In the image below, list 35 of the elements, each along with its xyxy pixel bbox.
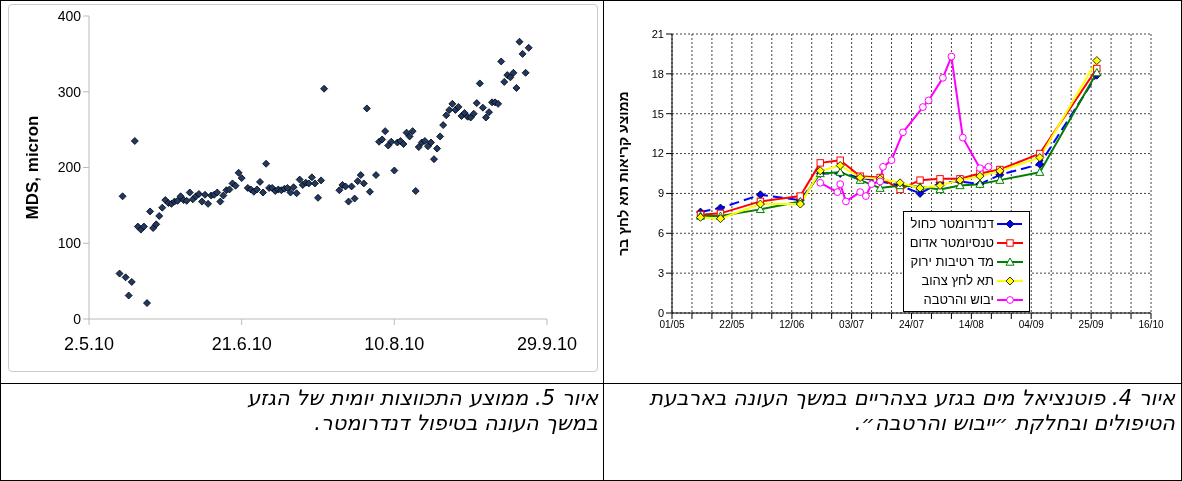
x-tick-label: 10.8.10	[364, 333, 425, 354]
legend-label: תא לחץ צהוב	[921, 273, 994, 288]
y-tick-label: 300	[57, 83, 82, 100]
x-tick-label: 2.5.10	[63, 333, 115, 354]
x-tick-label: 03/07	[839, 319, 865, 331]
x-tick-label: 14/08	[958, 319, 985, 331]
x-tick-label: 01/05	[659, 319, 685, 331]
x-tick-label: 24/07	[898, 319, 925, 331]
legend-label: יבוש והרטבה	[923, 292, 994, 307]
y-axis-title: ממוצע קריאות תא לחץ בר	[615, 91, 631, 256]
x-tick-label: 29.9.10	[516, 333, 578, 354]
y-tick-label: 9	[657, 187, 664, 200]
y-tick-label: 6	[657, 227, 664, 240]
y-tick-label: 200	[57, 159, 82, 176]
text: איור 4. פוטנציאל מים בגזע בצהריים במשך העונה בארבעת הטיפולים ובחלקת ״ייבוש והרטבה״.	[648, 386, 1175, 436]
x-tick-label: 22/05	[719, 319, 745, 331]
x-tick-label: 21.6.10	[211, 333, 272, 354]
legend-label: טנסיומטר אדום	[909, 235, 994, 250]
y-tick-label: 100	[57, 235, 82, 252]
x-tick-label: 25/09	[1078, 319, 1105, 331]
y-tick-label: 400	[57, 7, 82, 24]
text: איור 5. ממוצע התכווצות יומית של הגזע במשך העונה בטיפול דנדרומטר.	[245, 386, 598, 436]
y-tick-label: 0	[657, 306, 664, 319]
y-tick-label: 18	[651, 67, 664, 80]
y-tick-label: 3	[657, 267, 664, 280]
y-axis-title: MDS, micron	[23, 115, 42, 220]
y-tick-label: 21	[651, 27, 664, 40]
legend-label: דנדרומטר כחול	[910, 216, 994, 231]
x-tick-label: 12/06	[779, 319, 805, 331]
y-tick-label: 15	[651, 107, 664, 120]
legend-label: מד רטיבות ירוק	[910, 254, 994, 269]
x-tick-label: 04/09	[1018, 319, 1045, 331]
y-tick-label: 0	[73, 310, 82, 327]
y-tick-label: 12	[651, 147, 664, 160]
x-tick-label: 16/10	[1138, 319, 1164, 331]
